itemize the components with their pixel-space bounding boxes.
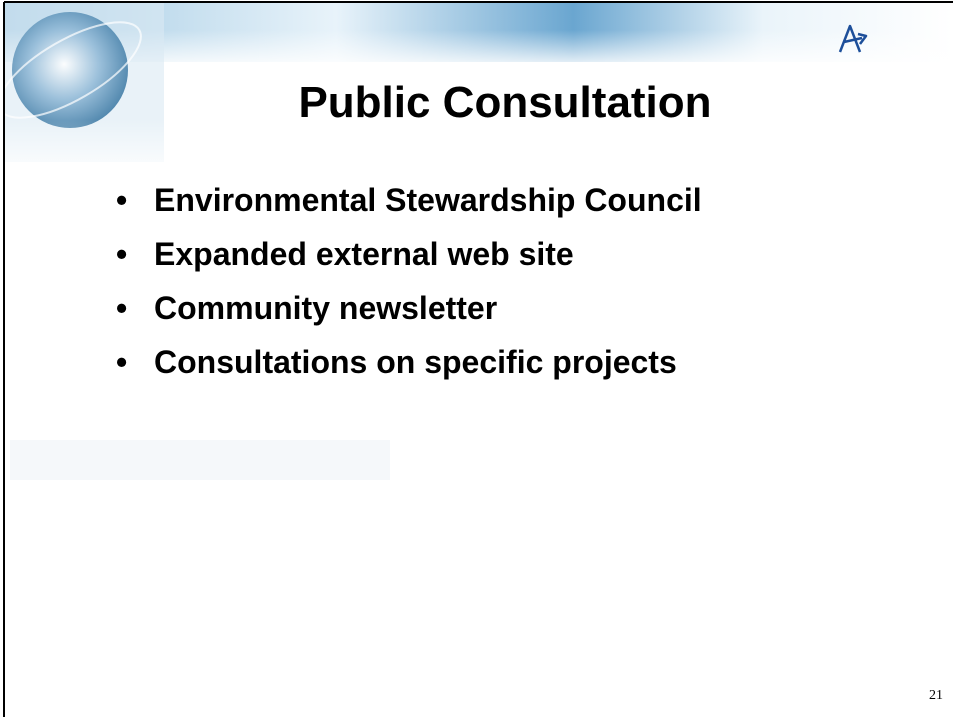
watermark [10,440,390,480]
bullet-item: Expanded external web site [112,230,702,284]
globe-fade [4,120,174,180]
bullet-item: Community newsletter [112,284,702,338]
slide-title: Public Consultation [0,78,953,128]
bullet-list: Environmental Stewardship CouncilExpande… [112,176,702,392]
bullet-item: Consultations on specific projects [112,338,702,392]
bullet-item: Environmental Stewardship Council [112,176,702,230]
page-number: 21 [929,688,943,704]
slide: Public Consultation Environmental Stewar… [0,0,953,717]
